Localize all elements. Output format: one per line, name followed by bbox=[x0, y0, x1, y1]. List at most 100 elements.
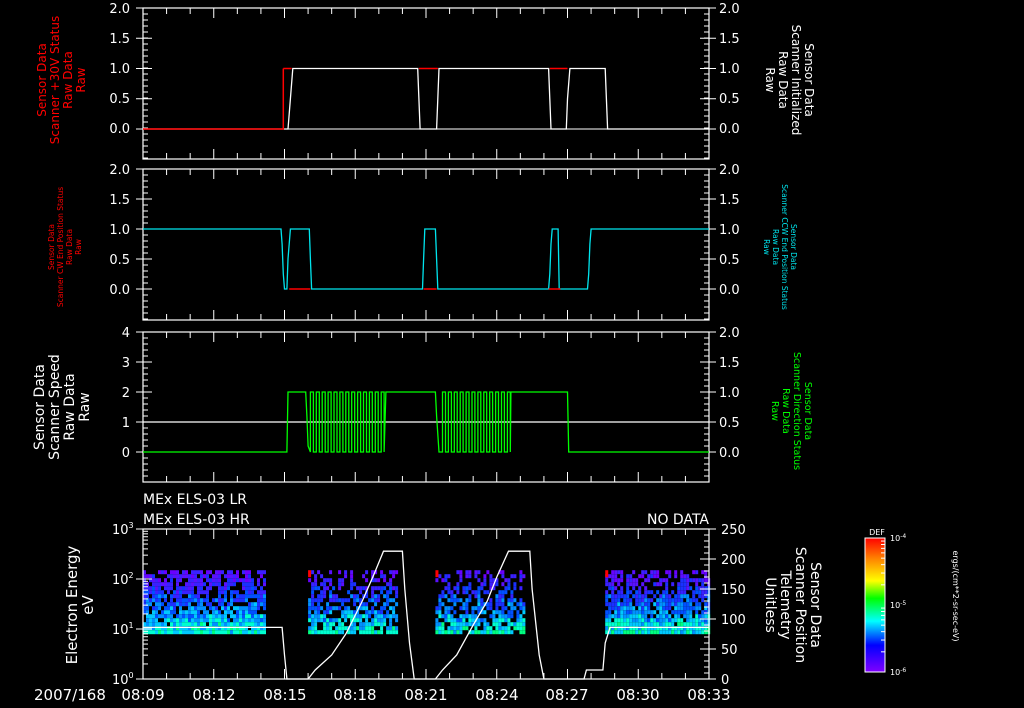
panel-1-right-tick-labels: 2.0 1.5 1.0 0.5 0.0 bbox=[719, 2, 740, 137]
svg-text:Raw Data: Raw Data bbox=[61, 51, 75, 109]
svg-text:Raw: Raw bbox=[74, 67, 88, 92]
tick-label: 100 bbox=[112, 671, 134, 688]
panel-3-ticks bbox=[136, 331, 716, 483]
tick-label: 2.0 bbox=[719, 326, 740, 341]
panel-4-title-hr: MEx ELS-03 HR bbox=[143, 512, 250, 528]
tick-label: 0.0 bbox=[719, 283, 740, 298]
panel-1: 2.0 1.5 1.0 0.5 0.0 2.0 1.5 1.0 0.5 0.0 … bbox=[35, 2, 816, 160]
colorbar-unit-label: ergs/(cm**2-sr-sec-eV) bbox=[951, 550, 960, 641]
svg-text:Sensor Data: Sensor Data bbox=[807, 562, 823, 648]
tick-label: 2.0 bbox=[719, 2, 740, 17]
panel-2-left-tick-labels: 2.0 1.5 1.0 0.5 0.0 bbox=[109, 163, 130, 298]
tick-label: 2 bbox=[122, 386, 130, 401]
colorbar-tick-label: 10-6 bbox=[890, 667, 906, 677]
svg-text:Raw: Raw bbox=[763, 67, 777, 92]
svg-text:Raw: Raw bbox=[769, 401, 780, 421]
svg-text:Scanner +30V Status: Scanner +30V Status bbox=[48, 16, 62, 145]
tick-label: 0.0 bbox=[109, 122, 130, 137]
date-label: 2007/168 bbox=[34, 686, 106, 704]
svg-text:Scanner CW End Position Status: Scanner CW End Position Status bbox=[56, 187, 65, 307]
tick-label: 1.0 bbox=[719, 386, 740, 401]
panel-2-frame bbox=[142, 168, 710, 321]
tick-label: 0.5 bbox=[719, 416, 740, 431]
tick-label: 1.5 bbox=[109, 193, 130, 208]
panel-4: MEx ELS-03 LR MEx ELS-03 HR NO DATA 103 … bbox=[63, 492, 823, 688]
panel-4-ticks bbox=[136, 528, 716, 680]
panel-4-right-tick-labels: 250 200 150 100 50 0 bbox=[721, 523, 746, 688]
tick-label: 100 bbox=[721, 613, 746, 628]
svg-text:Telemetry: Telemetry bbox=[777, 569, 793, 639]
panel-1-right-ylabel: Sensor Data Scanner Initialized Raw Data… bbox=[763, 25, 816, 136]
colorbar-tick-label: 10-4 bbox=[890, 533, 906, 543]
tick-label: 1.5 bbox=[719, 193, 740, 208]
x-tick-label: 08:09 bbox=[121, 686, 164, 704]
panel-4-title-lr: MEx ELS-03 LR bbox=[143, 492, 247, 508]
panel-3-frame bbox=[142, 331, 710, 483]
panel-2-right-tick-labels: 2.0 1.5 1.0 0.5 0.0 bbox=[719, 163, 740, 298]
tick-label: 150 bbox=[721, 583, 746, 598]
svg-text:eV: eV bbox=[79, 595, 97, 615]
tick-label: 1.0 bbox=[719, 223, 740, 238]
colorbar-gradient bbox=[864, 537, 886, 673]
panel-3: 4 3 2 1 0 2.0 1.5 1.0 0.5 0.0 Sensor Dat… bbox=[32, 326, 813, 483]
panel-1-left-ylabel: Sensor Data Scanner +30V Status Raw Data… bbox=[35, 16, 88, 145]
tick-label: 1.0 bbox=[109, 223, 130, 238]
panel-3-left-tick-labels: 4 3 2 1 0 bbox=[122, 326, 130, 461]
svg-text:Raw Data: Raw Data bbox=[780, 388, 791, 434]
tick-label: 1.0 bbox=[109, 62, 130, 77]
tick-label: 2.0 bbox=[719, 163, 740, 178]
tick-label: 103 bbox=[112, 521, 134, 538]
panel-2-left-ylabel: Sensor Data Scanner CW End Position Stat… bbox=[47, 187, 83, 307]
no-data-label: NO DATA bbox=[647, 512, 709, 528]
colorbar-tick-label: 10-5 bbox=[890, 600, 906, 610]
spectrogram bbox=[143, 570, 711, 635]
svg-text:Raw Data: Raw Data bbox=[771, 229, 780, 265]
x-tick-label: 08:27 bbox=[545, 686, 588, 704]
panel-1-series bbox=[143, 67, 709, 130]
tick-label: 0 bbox=[721, 673, 729, 688]
tick-label: 0.0 bbox=[109, 283, 130, 298]
tick-label: 0.0 bbox=[719, 122, 740, 137]
panel-2-series bbox=[143, 228, 709, 290]
tick-label: 1.5 bbox=[109, 32, 130, 47]
svg-text:Sensor Data: Sensor Data bbox=[789, 224, 798, 270]
tick-label: 250 bbox=[721, 523, 746, 538]
tick-label: 2.0 bbox=[109, 2, 130, 17]
x-tick-label: 08:24 bbox=[475, 686, 518, 704]
tick-label: 0.5 bbox=[109, 253, 130, 268]
tick-label: 4 bbox=[122, 326, 130, 341]
x-tick-label: 08:21 bbox=[404, 686, 447, 704]
panel-4-left-ylabel: Electron Energy eV bbox=[63, 545, 97, 664]
tick-label: 1 bbox=[122, 416, 130, 431]
panel-4-right-ylabel: Sensor Data Scanner Position Telemetry U… bbox=[762, 547, 823, 663]
tick-label: 1.0 bbox=[719, 62, 740, 77]
panel-2-right-ylabel: Sensor Data Scanner CCW End Position Sta… bbox=[762, 184, 798, 310]
x-tick-label: 08:30 bbox=[616, 686, 659, 704]
svg-text:Scanner Speed: Scanner Speed bbox=[47, 354, 63, 460]
panel-3-left-ylabel: Sensor Data Scanner Speed Raw Data Raw bbox=[32, 354, 93, 460]
tick-label: 102 bbox=[112, 571, 134, 588]
panel-1-frame bbox=[142, 7, 710, 160]
tick-label: 1.5 bbox=[719, 32, 740, 47]
x-tick-label: 08:15 bbox=[263, 686, 306, 704]
svg-text:Unitless: Unitless bbox=[762, 577, 778, 633]
svg-text:Raw: Raw bbox=[77, 392, 93, 421]
svg-text:Sensor Data: Sensor Data bbox=[802, 382, 813, 440]
svg-text:Scanner Direction Status: Scanner Direction Status bbox=[791, 352, 802, 470]
svg-text:Electron Energy: Electron Energy bbox=[63, 545, 81, 664]
colorbar-label: DEF bbox=[869, 528, 885, 537]
tick-label: 0.5 bbox=[719, 92, 740, 107]
svg-text:Raw: Raw bbox=[762, 239, 771, 255]
colorbar: DEF 10-4 10-5 10-6 ergs/(cm**2-sr-sec-eV… bbox=[864, 528, 960, 677]
svg-text:Sensor Data: Sensor Data bbox=[802, 43, 816, 117]
svg-text:Raw: Raw bbox=[74, 239, 83, 255]
svg-text:Sensor Data: Sensor Data bbox=[47, 224, 56, 270]
tick-label: 0.5 bbox=[109, 92, 130, 107]
x-tick-label: 08:12 bbox=[192, 686, 235, 704]
tick-label: 0 bbox=[122, 446, 130, 461]
tick-label: 0.5 bbox=[719, 253, 740, 268]
tick-label: 0.0 bbox=[719, 446, 740, 461]
x-tick-label: 08:33 bbox=[687, 686, 730, 704]
tick-label: 101 bbox=[112, 621, 134, 638]
panel-3-right-ylabel: Sensor Data Scanner Direction Status Raw… bbox=[769, 352, 813, 470]
